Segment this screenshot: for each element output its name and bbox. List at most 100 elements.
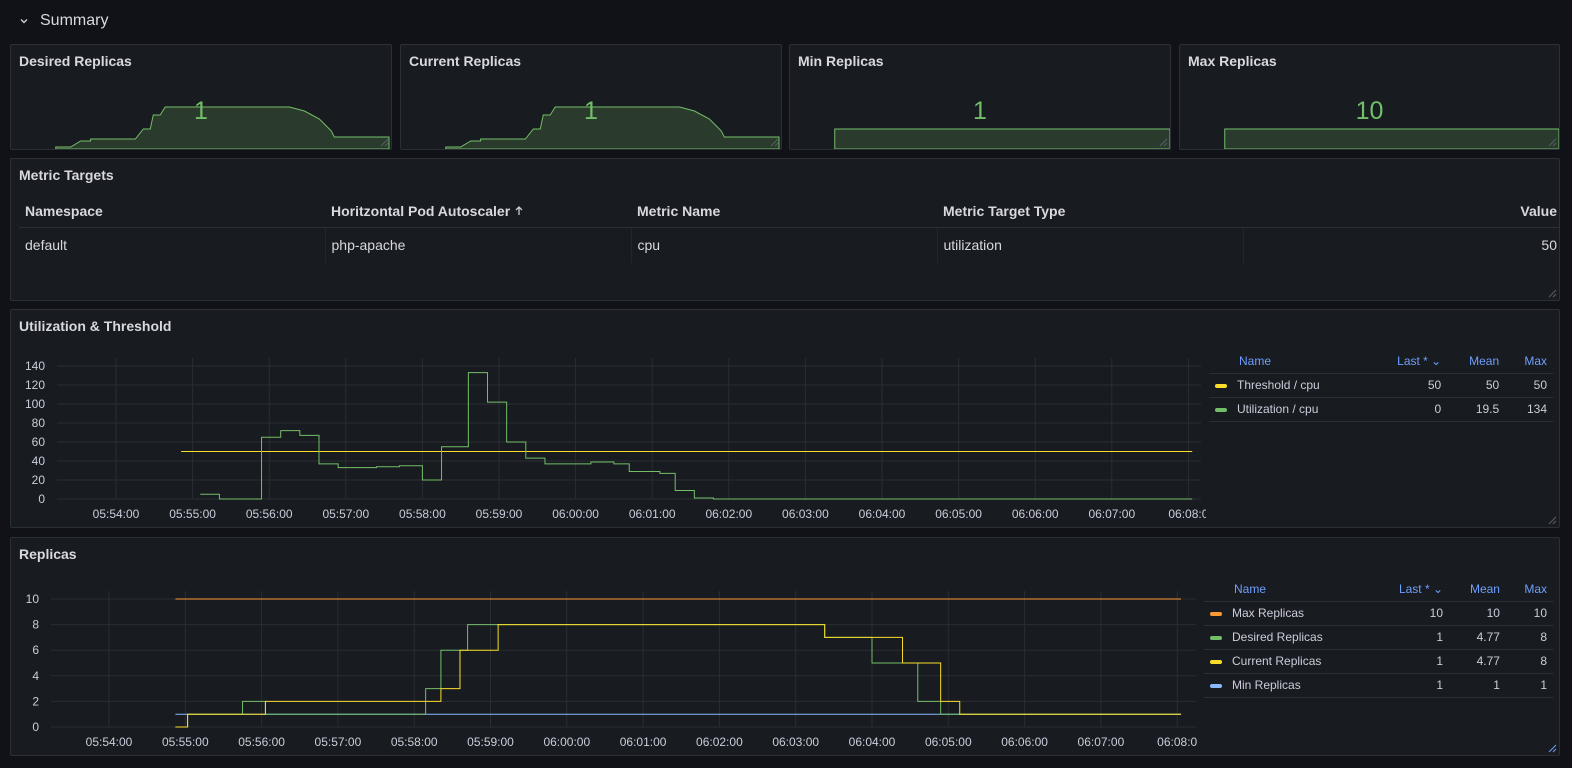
legend-row-desired-replicas[interactable]: Desired Replicas 1 4.77 8 xyxy=(1204,625,1553,650)
legend-header-mean[interactable]: Mean xyxy=(1449,577,1506,602)
stat-value: 10 xyxy=(1355,97,1384,125)
x-tick-label: 05:58:00 xyxy=(391,735,438,749)
stat-value: 1 xyxy=(584,97,598,125)
x-tick-label: 06:08:0 xyxy=(1157,735,1197,749)
x-tick-label: 05:54:00 xyxy=(86,735,133,749)
x-tick-label: 06:01:00 xyxy=(629,507,676,521)
stat-value: 1 xyxy=(194,97,208,125)
resize-handle-icon[interactable] xyxy=(1547,743,1557,753)
resize-handle-icon[interactable] xyxy=(379,137,389,147)
resize-handle-icon[interactable] xyxy=(1547,288,1557,298)
sparkline xyxy=(55,106,390,149)
y-tick-label: 20 xyxy=(32,473,46,487)
legend-row-utilization[interactable]: Utilization / cpu 0 19.5 134 xyxy=(1209,397,1553,422)
column-header-hpa[interactable]: Horitzontal Pod Autoscaler xyxy=(325,195,631,228)
row-title: Summary xyxy=(40,12,109,29)
x-tick-label: 06:08:0 xyxy=(1168,507,1206,521)
x-tick-label: 05:55:00 xyxy=(169,507,216,521)
legend-row-threshold[interactable]: Threshold / cpu 50 50 50 xyxy=(1209,373,1553,398)
summary-row-header[interactable]: Summary xyxy=(0,0,1572,42)
series-color-swatch xyxy=(1210,659,1222,664)
chevron-down-icon: ⌄ xyxy=(1429,581,1444,596)
legend-header-last[interactable]: Last * ⌄ xyxy=(1373,577,1450,602)
stat-panel-current-replicas[interactable]: Current Replicas 1 xyxy=(400,44,782,150)
legend-header-name[interactable]: Name xyxy=(1209,349,1370,374)
x-tick-label: 06:02:00 xyxy=(696,735,743,749)
table-cell: php-apache xyxy=(325,227,632,263)
y-tick-label: 120 xyxy=(25,378,45,392)
metric-targets-table: Namespace Horitzontal Pod Autoscaler Met… xyxy=(19,195,1559,263)
series-line-current-replicas xyxy=(175,624,1182,728)
stat-panel-max-replicas[interactable]: Max Replicas 10 xyxy=(1179,44,1560,150)
legend-row-current-replicas[interactable]: Current Replicas 1 4.77 8 xyxy=(1204,649,1553,674)
column-header-namespace[interactable]: Namespace xyxy=(19,195,325,228)
x-tick-label: 05:55:00 xyxy=(162,735,209,749)
sparkline xyxy=(445,106,780,149)
y-tick-label: 10 xyxy=(26,592,40,606)
panel-title: Utilization & Threshold xyxy=(19,318,172,334)
y-tick-label: 80 xyxy=(32,416,46,430)
x-tick-label: 06:07:00 xyxy=(1088,507,1135,521)
panel-title: Desired Replicas xyxy=(19,53,132,69)
x-tick-label: 06:07:00 xyxy=(1078,735,1125,749)
stat-value: 1 xyxy=(973,97,987,125)
legend-header-max[interactable]: Max xyxy=(1505,577,1553,602)
metric-targets-panel[interactable]: Metric Targets Namespace Horitzontal Pod… xyxy=(10,158,1560,301)
legend-header-name[interactable]: Name xyxy=(1204,577,1374,602)
legend-row-min-replicas[interactable]: Min Replicas 1 1 1 xyxy=(1204,673,1553,698)
x-tick-label: 06:03:00 xyxy=(772,735,819,749)
x-tick-label: 06:00:00 xyxy=(543,735,590,749)
legend-header-max[interactable]: Max xyxy=(1505,349,1553,374)
stat-panel-desired-replicas[interactable]: Desired Replicas 1 xyxy=(10,44,392,150)
table-cell: cpu xyxy=(631,227,938,263)
sort-ascending-icon xyxy=(514,203,524,219)
legend-header-mean[interactable]: Mean xyxy=(1447,349,1506,374)
panel-title: Metric Targets xyxy=(19,167,114,183)
series-color-swatch xyxy=(1210,635,1222,640)
y-tick-label: 100 xyxy=(25,397,45,411)
replicas-panel[interactable]: Replicas 0 2 4 6 8 10 05:54:00 05:55:00 05:56:00… xyxy=(10,537,1560,756)
y-tick-label: 0 xyxy=(38,492,45,506)
series-color-swatch xyxy=(1215,407,1227,412)
x-tick-label: 05:59:00 xyxy=(467,735,514,749)
column-header-value[interactable]: Value xyxy=(1243,195,1559,228)
series-line-desired-replicas xyxy=(175,624,1182,728)
replicas-chart[interactable]: 0 2 4 6 8 10 05:54:00 05:55:00 05:56:00 05:57:00 0… xyxy=(11,538,1201,756)
x-tick-label: 06:06:00 xyxy=(1012,507,1059,521)
x-tick-label: 05:54:00 xyxy=(93,507,140,521)
resize-handle-icon[interactable] xyxy=(1547,515,1557,525)
column-header-metric-name[interactable]: Metric Name xyxy=(631,195,937,228)
x-tick-label: 05:57:00 xyxy=(315,735,362,749)
legend-row-max-replicas[interactable]: Max Replicas 10 10 10 xyxy=(1204,601,1553,626)
x-tick-label: 06:01:00 xyxy=(620,735,667,749)
series-color-swatch xyxy=(1210,683,1222,688)
stat-panel-min-replicas[interactable]: Min Replicas 1 xyxy=(789,44,1171,150)
replicas-legend: Name Last * ⌄ Mean Max Max Replicas 10 1… xyxy=(1204,577,1553,698)
legend-header-last[interactable]: Last * ⌄ xyxy=(1369,349,1448,374)
x-tick-label: 06:06:00 xyxy=(1001,735,1048,749)
column-header-metric-target-type[interactable]: Metric Target Type xyxy=(937,195,1243,228)
panel-title: Max Replicas xyxy=(1188,53,1277,69)
utilization-legend: Name Last * ⌄ Mean Max Threshold / cpu 5… xyxy=(1209,349,1553,422)
y-tick-label: 40 xyxy=(32,454,46,468)
table-row: default php-apache cpu utilization 50 xyxy=(19,227,1559,263)
resize-handle-icon[interactable] xyxy=(1547,137,1557,147)
y-tick-label: 8 xyxy=(32,618,39,632)
x-tick-label: 06:03:00 xyxy=(782,507,829,521)
sparkline xyxy=(1224,128,1559,149)
x-tick-label: 05:56:00 xyxy=(238,735,285,749)
sparkline xyxy=(834,128,1170,149)
utilization-chart[interactable]: 0 20 40 60 80 100 120 140 05:54:00 05:55:00 05:56:… xyxy=(11,310,1206,528)
legend-header-row: Name Last * ⌄ Mean Max xyxy=(1209,349,1553,374)
x-tick-label: 06:05:00 xyxy=(925,735,972,749)
table-cell: 50 xyxy=(1541,237,1557,254)
legend-header-row: Name Last * ⌄ Mean Max xyxy=(1204,577,1553,602)
x-tick-label: 05:57:00 xyxy=(322,507,369,521)
x-tick-label: 06:05:00 xyxy=(935,507,982,521)
table-cell: default xyxy=(19,227,326,263)
utilization-threshold-panel[interactable]: Utilization & Threshold 0 20 40 60 80 100 120 1… xyxy=(10,309,1560,528)
series-color-swatch xyxy=(1210,611,1222,616)
resize-handle-icon[interactable] xyxy=(1158,137,1168,147)
resize-handle-icon[interactable] xyxy=(769,137,779,147)
chevron-down-icon[interactable] xyxy=(16,13,32,29)
